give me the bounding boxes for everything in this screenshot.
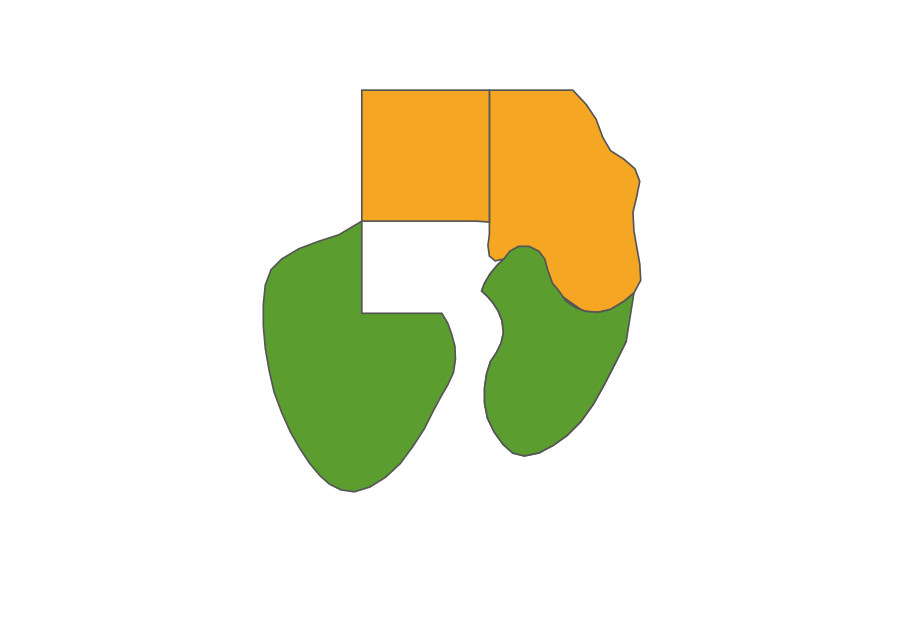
Polygon shape xyxy=(264,221,455,492)
Polygon shape xyxy=(362,90,490,222)
Polygon shape xyxy=(482,246,634,456)
Polygon shape xyxy=(482,90,641,456)
